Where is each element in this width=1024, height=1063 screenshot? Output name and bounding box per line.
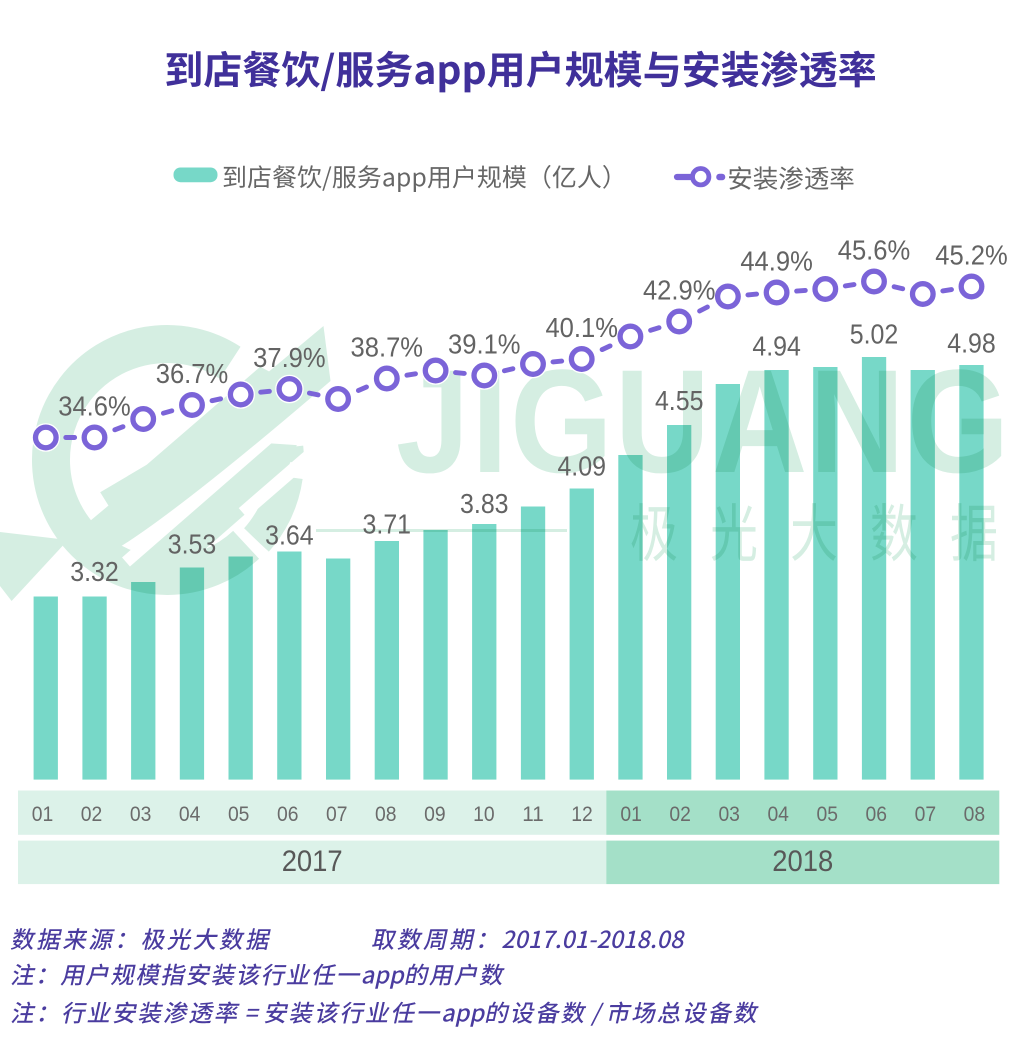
svg-text:39.1%: 39.1%	[448, 329, 521, 360]
svg-text:05: 05	[228, 802, 250, 826]
svg-text:4.55: 4.55	[655, 385, 704, 416]
svg-text:3.64: 3.64	[265, 520, 314, 551]
svg-text:JIGUANG: JIGUANG	[396, 338, 1011, 503]
svg-text:44.9%: 44.9%	[740, 246, 813, 277]
svg-text:06: 06	[866, 802, 888, 826]
svg-text:2017: 2017	[282, 845, 343, 878]
svg-text:40.1%: 40.1%	[545, 312, 618, 343]
svg-text:08: 08	[375, 802, 397, 826]
svg-text:42.9%: 42.9%	[643, 275, 716, 306]
svg-text:36.7%: 36.7%	[156, 358, 229, 389]
svg-text:37.9%: 37.9%	[253, 342, 326, 373]
svg-text:03: 03	[130, 802, 152, 826]
svg-text:3.83: 3.83	[460, 488, 509, 519]
svg-text:07: 07	[326, 802, 348, 826]
svg-text:3.32: 3.32	[70, 556, 119, 587]
svg-text:04: 04	[767, 802, 789, 826]
svg-text:4.94: 4.94	[752, 330, 801, 361]
svg-text:38.7%: 38.7%	[351, 332, 424, 363]
svg-text:01: 01	[620, 802, 642, 826]
svg-text:02: 02	[669, 802, 691, 826]
svg-text:3.71: 3.71	[363, 509, 412, 540]
svg-text:3.53: 3.53	[168, 529, 217, 560]
svg-text:2018: 2018	[772, 845, 833, 878]
svg-text:08: 08	[964, 802, 986, 826]
svg-text:4.09: 4.09	[557, 450, 606, 481]
svg-text:09: 09	[424, 802, 446, 826]
svg-text:01: 01	[32, 802, 54, 826]
svg-text:5.02: 5.02	[850, 319, 899, 350]
svg-text:10: 10	[473, 802, 495, 826]
svg-text:12: 12	[571, 802, 593, 826]
svg-text:03: 03	[718, 802, 740, 826]
svg-text:11: 11	[522, 802, 544, 826]
svg-text:07: 07	[915, 802, 937, 826]
svg-text:05: 05	[817, 802, 839, 826]
svg-text:4.98: 4.98	[947, 327, 996, 358]
svg-text:45.6%: 45.6%	[838, 235, 911, 266]
svg-text:04: 04	[179, 802, 201, 826]
svg-text:02: 02	[81, 802, 103, 826]
svg-text:34.6%: 34.6%	[58, 391, 131, 422]
svg-text:45.2%: 45.2%	[935, 240, 1008, 271]
svg-text:06: 06	[277, 802, 299, 826]
